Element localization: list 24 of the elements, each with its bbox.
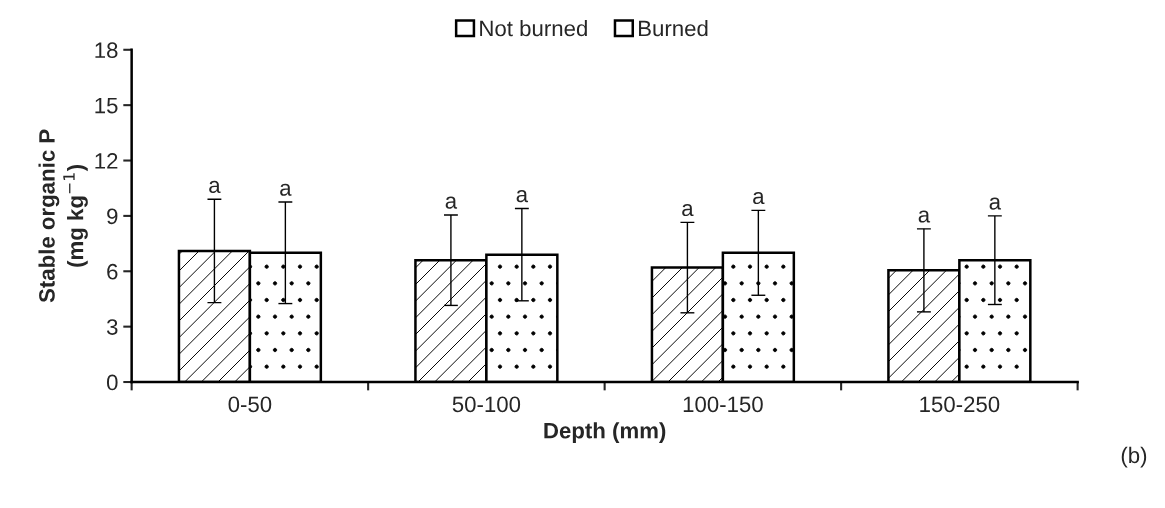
- x-axis-title: Depth (mm): [544, 422, 666, 443]
- data-label: a: [918, 210, 931, 223]
- data-label: a: [445, 196, 458, 209]
- y-tick-label: 6: [107, 263, 118, 280]
- x-tick-label: 100-150: [683, 396, 763, 413]
- x-tick-label: 150-250: [920, 396, 1000, 413]
- legend-label: Not burned: [480, 20, 587, 37]
- y-tick-label: 3: [106, 319, 118, 335]
- y-tick-label: 9: [107, 208, 118, 225]
- y-tick-label: 12: [95, 153, 118, 169]
- data-label: a: [280, 183, 292, 196]
- data-label: a: [682, 203, 694, 217]
- y-tick-label: 15: [95, 97, 118, 114]
- data-label: a: [753, 191, 765, 205]
- legend-label: Burned: [639, 20, 708, 37]
- data-label: a: [209, 180, 221, 194]
- y-tick-label: 18: [95, 42, 118, 59]
- y-axis-title: Stable organic P (mg kg$^{−1}$): [38, 129, 88, 303]
- y-tick-label: 0: [106, 374, 118, 391]
- x-tick-label: 0-50: [228, 396, 272, 413]
- x-tick-label: 50-100: [452, 396, 521, 413]
- data-label: a: [516, 190, 529, 203]
- data-label: a: [989, 197, 1002, 210]
- text: (b): [1121, 446, 1147, 468]
